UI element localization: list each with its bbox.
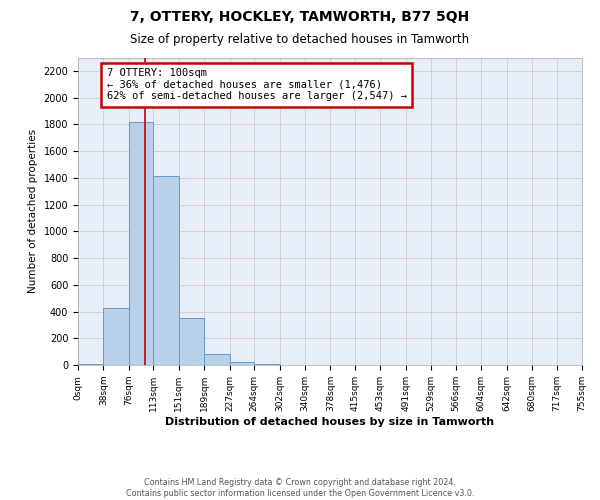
Bar (154, 176, 179, 365)
Bar (254, 364, 280, 365)
Bar (230, 362, 254, 365)
X-axis label: Distribution of detached houses by size in Tamworth: Distribution of detached houses by size … (166, 416, 494, 426)
Bar (204, 354, 230, 365)
Text: Size of property relative to detached houses in Tamworth: Size of property relative to detached ho… (130, 32, 470, 46)
Bar (78, 364, 103, 365)
Text: 7 OTTERY: 100sqm
← 36% of detached houses are smaller (1,476)
62% of semi-detach: 7 OTTERY: 100sqm ← 36% of detached house… (107, 68, 407, 102)
Y-axis label: Number of detached properties: Number of detached properties (28, 129, 38, 294)
Text: Contains HM Land Registry data © Crown copyright and database right 2024.
Contai: Contains HM Land Registry data © Crown c… (126, 478, 474, 498)
Bar (129, 122, 154, 365)
Bar (179, 318, 204, 365)
Text: 7, OTTERY, HOCKLEY, TAMWORTH, B77 5QH: 7, OTTERY, HOCKLEY, TAMWORTH, B77 5QH (130, 10, 470, 24)
Bar (103, 308, 129, 365)
